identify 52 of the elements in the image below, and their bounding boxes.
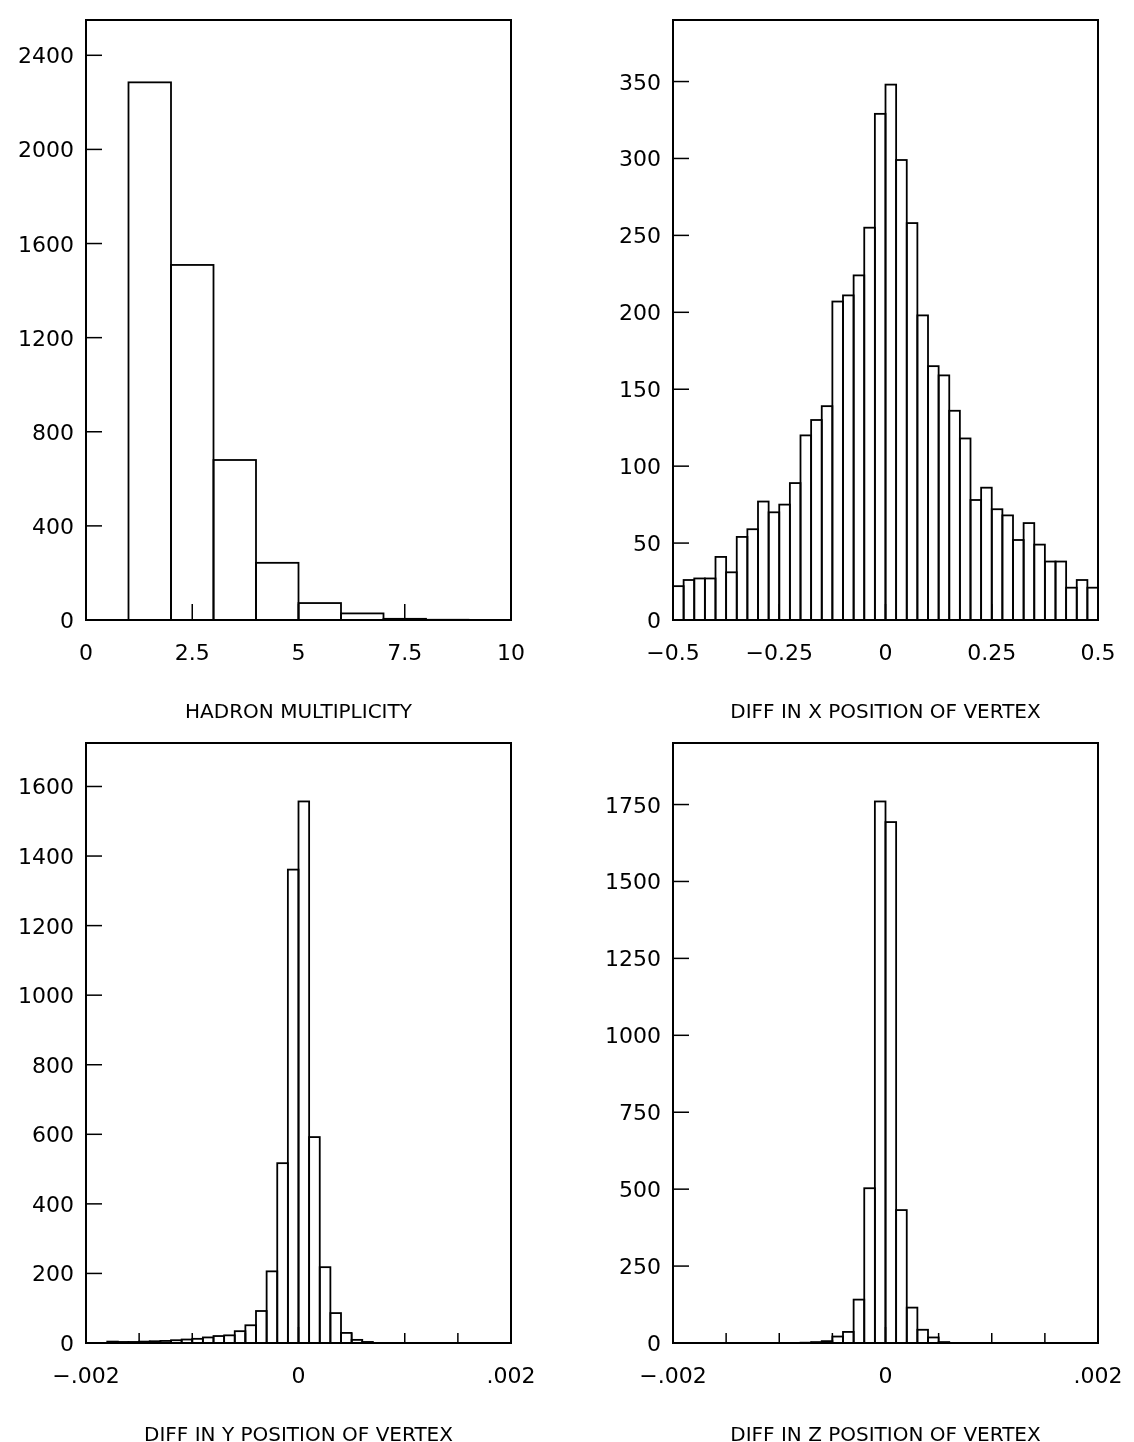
x-axis-title: HADRON MULTIPLICITY bbox=[185, 699, 413, 723]
y-tick-label: 1200 bbox=[18, 913, 74, 939]
y-tick-label: 50 bbox=[633, 531, 661, 557]
x-tick-label: 0 bbox=[878, 1363, 893, 1388]
x-tick-label: −0.5 bbox=[646, 640, 700, 665]
y-tick-label: 800 bbox=[32, 1052, 74, 1078]
x-tick-label: 0.25 bbox=[967, 640, 1017, 665]
x-tick-label: 0.5 bbox=[1080, 640, 1116, 665]
y-tick-label: 0 bbox=[60, 608, 74, 633]
y-tick-label: 150 bbox=[619, 377, 661, 403]
x-tick-label: −0.25 bbox=[745, 640, 813, 665]
y-tick-label: 0 bbox=[60, 1331, 74, 1356]
y-tick-label: 350 bbox=[619, 69, 661, 95]
y-tick-label: 300 bbox=[619, 146, 661, 172]
y-tick-label: 600 bbox=[32, 1122, 74, 1148]
y-tick-label: 800 bbox=[32, 419, 74, 445]
y-tick-label: 200 bbox=[32, 1261, 74, 1287]
x-tick-label: 5 bbox=[291, 640, 306, 665]
y-tick-label: 1600 bbox=[18, 774, 74, 800]
y-tick-label: 1000 bbox=[18, 983, 74, 1009]
x-axis-title: DIFF IN X POSITION OF VERTEX bbox=[730, 699, 1042, 723]
x-tick-label: 0 bbox=[878, 640, 893, 665]
x-axis-title: DIFF IN Y POSITION OF VERTEX bbox=[144, 1422, 454, 1442]
y-tick-label: 1200 bbox=[18, 325, 74, 351]
x-tick-label: .002 bbox=[486, 1363, 536, 1388]
y-tick-label: 2000 bbox=[18, 137, 74, 163]
y-tick-label: 2400 bbox=[18, 43, 74, 69]
x-tick-label: −.002 bbox=[52, 1363, 120, 1388]
y-tick-label: 400 bbox=[32, 1191, 74, 1217]
y-tick-label: 1750 bbox=[605, 792, 661, 818]
y-tick-label: 1000 bbox=[605, 1023, 661, 1049]
y-tick-label: 1400 bbox=[18, 844, 74, 870]
y-tick-label: 100 bbox=[619, 454, 661, 480]
y-tick-label: 1500 bbox=[605, 869, 661, 895]
y-tick-label: 1250 bbox=[605, 946, 661, 972]
x-tick-label: 0 bbox=[291, 1363, 306, 1388]
x-tick-label: −.002 bbox=[639, 1363, 707, 1388]
y-tick-label: 250 bbox=[619, 1254, 661, 1280]
y-tick-label: 1600 bbox=[18, 231, 74, 257]
x-tick-label: 7.5 bbox=[387, 640, 423, 665]
y-tick-label: 0 bbox=[647, 608, 661, 633]
y-tick-label: 750 bbox=[619, 1100, 661, 1126]
x-tick-label: 2.5 bbox=[174, 640, 210, 665]
y-tick-label: 0 bbox=[647, 1331, 661, 1356]
y-tick-label: 500 bbox=[619, 1177, 661, 1203]
x-tick-label: .002 bbox=[1073, 1363, 1123, 1388]
x-tick-label: 0 bbox=[79, 640, 93, 665]
y-tick-label: 200 bbox=[619, 300, 661, 326]
x-axis-title: DIFF IN Z POSITION OF VERTEX bbox=[730, 1422, 1042, 1442]
x-tick-label: 10 bbox=[497, 640, 525, 665]
y-tick-label: 400 bbox=[32, 513, 74, 539]
y-tick-label: 250 bbox=[619, 223, 661, 249]
